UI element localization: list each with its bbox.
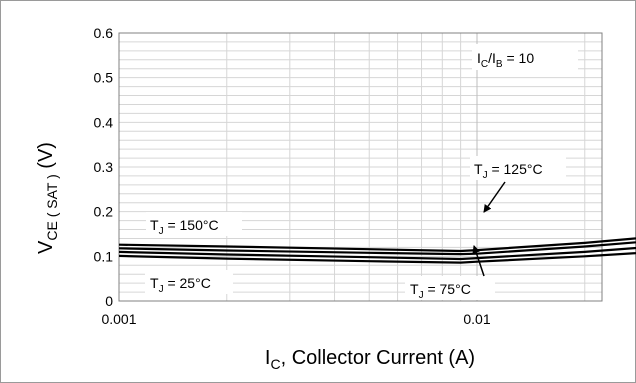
y-tick-label: 0.2 — [94, 204, 114, 220]
condition-label: IC/IB = 10 — [477, 50, 534, 70]
series-group — [118, 237, 636, 264]
x-axis-label: IC, Collector Current (A) — [265, 347, 475, 372]
arrow-75c — [472, 245, 485, 277]
x-tick-label: 0.01 — [463, 311, 490, 327]
y-tick-label: 0.1 — [94, 248, 114, 264]
x-tick-label: 0.001 — [101, 311, 136, 327]
label-125-box — [470, 156, 566, 180]
y-tick-label: 0.6 — [94, 25, 114, 41]
series-line-1 — [118, 241, 636, 256]
series-line-0 — [118, 237, 636, 253]
series-line-3 — [118, 251, 636, 264]
arrow-125c — [483, 181, 506, 213]
label-125c: TJ = 125°C — [474, 161, 543, 181]
series-line-2 — [118, 246, 636, 261]
label-75c: TJ = 75°C — [410, 281, 471, 301]
y-tick-label: 0 — [105, 293, 113, 309]
label-75-box — [405, 276, 495, 300]
label-25c: TJ = 25°C — [150, 275, 211, 295]
y-tick-labels: 0 0.1 0.2 0.3 0.4 0.5 0.6 — [94, 25, 114, 309]
condition-label-box — [472, 44, 578, 70]
label-150c: TJ = 150°C — [150, 217, 219, 237]
y-axis-label: VCE ( SAT ) (V) — [35, 142, 60, 254]
plot-area — [118, 32, 603, 302]
label-150-box — [146, 212, 242, 236]
y-tick-label: 0.3 — [94, 159, 114, 175]
label-25-box — [145, 270, 233, 294]
y-tick-label: 0.4 — [94, 114, 114, 130]
y-tick-label: 0.5 — [94, 70, 114, 86]
